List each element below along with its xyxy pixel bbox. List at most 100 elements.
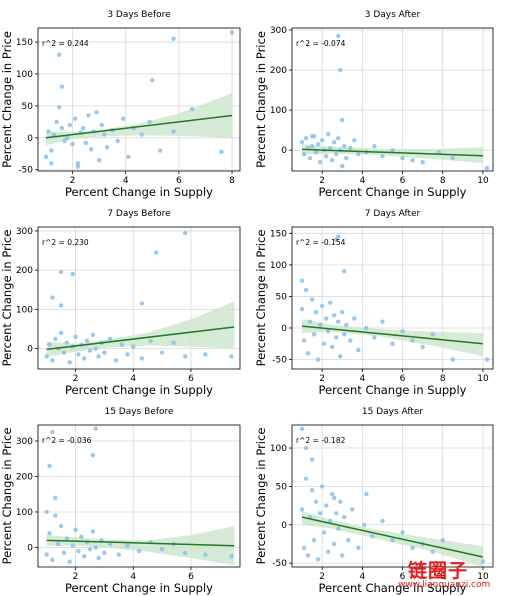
data-point: [67, 122, 73, 128]
data-point: [315, 141, 321, 147]
data-point: [50, 429, 55, 435]
data-point: [79, 534, 84, 540]
data-point: [303, 476, 309, 481]
data-point: [299, 507, 305, 512]
data-point: [303, 135, 309, 141]
data-point: [81, 554, 87, 559]
data-point: [301, 545, 307, 551]
data-point: [319, 137, 325, 143]
x-tick-label: 6: [400, 374, 406, 384]
data-point: [182, 230, 188, 236]
data-point: [171, 129, 176, 134]
r-squared-annotation: r^2 = -0.182: [296, 436, 346, 445]
data-point: [338, 354, 343, 359]
data-point: [336, 526, 341, 531]
confidence-band: [302, 319, 483, 357]
data-point: [171, 340, 176, 345]
x-tick-label: 8: [440, 176, 446, 186]
data-point: [299, 139, 305, 145]
data-point: [323, 503, 329, 508]
data-point: [229, 30, 235, 35]
data-point: [49, 148, 54, 153]
data-point: [50, 295, 55, 300]
data-point: [139, 132, 144, 137]
data-point: [115, 138, 120, 144]
data-point: [119, 342, 124, 347]
x-tick-label: 4: [359, 572, 365, 582]
data-point: [321, 530, 327, 535]
data-point: [65, 135, 70, 141]
data-point: [390, 537, 395, 543]
data-point: [400, 530, 405, 535]
data-point: [332, 139, 337, 145]
data-point: [348, 145, 353, 151]
data-point: [380, 153, 385, 159]
data-point: [58, 330, 64, 336]
data-point: [47, 531, 52, 536]
panel-title: 15 Days Before: [104, 407, 174, 417]
r-squared-annotation: r^2 = -0.036: [42, 436, 92, 445]
panel-5: 2 4 6 0 100 200 300 r^2 = -0.036 15 Days Before P…: [0, 407, 241, 595]
y-tick-label: 100: [16, 508, 33, 518]
y-axis-label: Percent Change in Price: [0, 230, 14, 367]
data-point: [356, 545, 361, 551]
data-point: [330, 157, 335, 163]
data-point: [131, 344, 136, 349]
data-point: [307, 319, 313, 324]
data-point: [87, 348, 93, 353]
data-point: [43, 154, 49, 160]
data-point: [116, 552, 122, 557]
data-point: [334, 237, 339, 242]
data-point: [88, 147, 94, 152]
data-point: [327, 300, 333, 305]
data-point: [70, 271, 75, 277]
plot-frame: [37, 226, 241, 370]
data-point: [51, 132, 57, 137]
x-axis-label: Percent Change in Supply: [319, 581, 467, 595]
x-tick-label: 6: [188, 572, 194, 582]
data-point: [58, 269, 64, 275]
y-axis-label: Percent Change in Price: [254, 230, 268, 367]
data-point: [93, 545, 98, 550]
data-point: [309, 133, 315, 139]
data-point: [380, 319, 385, 324]
data-point: [334, 335, 339, 340]
data-point: [70, 141, 75, 147]
data-point: [84, 338, 90, 343]
panel-title: 3 Days Before: [107, 10, 171, 20]
x-axis-label: Percent Change in Supply: [65, 383, 213, 397]
data-point: [450, 155, 455, 161]
confidence-band: [302, 144, 483, 163]
data-point: [159, 547, 165, 552]
data-point: [321, 341, 327, 346]
data-point: [59, 126, 65, 131]
data-point: [370, 534, 375, 539]
data-point: [362, 522, 367, 527]
data-point: [50, 557, 55, 563]
panel-4: 2 4 6 8 10 -50 0 50 100 150 r^2 = -0.154 7 Days Aft…: [254, 209, 494, 397]
y-tick-label: 0: [27, 345, 33, 355]
data-point: [480, 559, 486, 564]
data-point: [83, 140, 89, 146]
regression-line: [301, 325, 484, 345]
data-point: [346, 537, 351, 543]
regression-line: [302, 148, 483, 157]
data-point: [90, 332, 96, 338]
data-point: [47, 463, 52, 469]
r-squared-annotation: r^2 = 0.230: [42, 238, 89, 247]
x-tick-label: 8: [229, 176, 235, 186]
watermark-secondary: www.lianquanzi.com: [398, 580, 491, 590]
data-point: [158, 148, 163, 153]
x-tick-label: 8: [440, 374, 446, 384]
r-squared-annotation: r^2 = 0.244: [42, 39, 89, 48]
panel-title: 3 Days After: [365, 10, 421, 20]
data-point: [334, 151, 339, 157]
data-point: [336, 319, 341, 324]
data-point: [64, 536, 70, 541]
data-point: [76, 352, 81, 357]
data-point: [309, 297, 315, 302]
y-tick-label: 200: [16, 266, 33, 276]
y-tick-label: 300: [270, 26, 287, 36]
data-point: [67, 360, 72, 365]
data-point: [81, 356, 87, 361]
